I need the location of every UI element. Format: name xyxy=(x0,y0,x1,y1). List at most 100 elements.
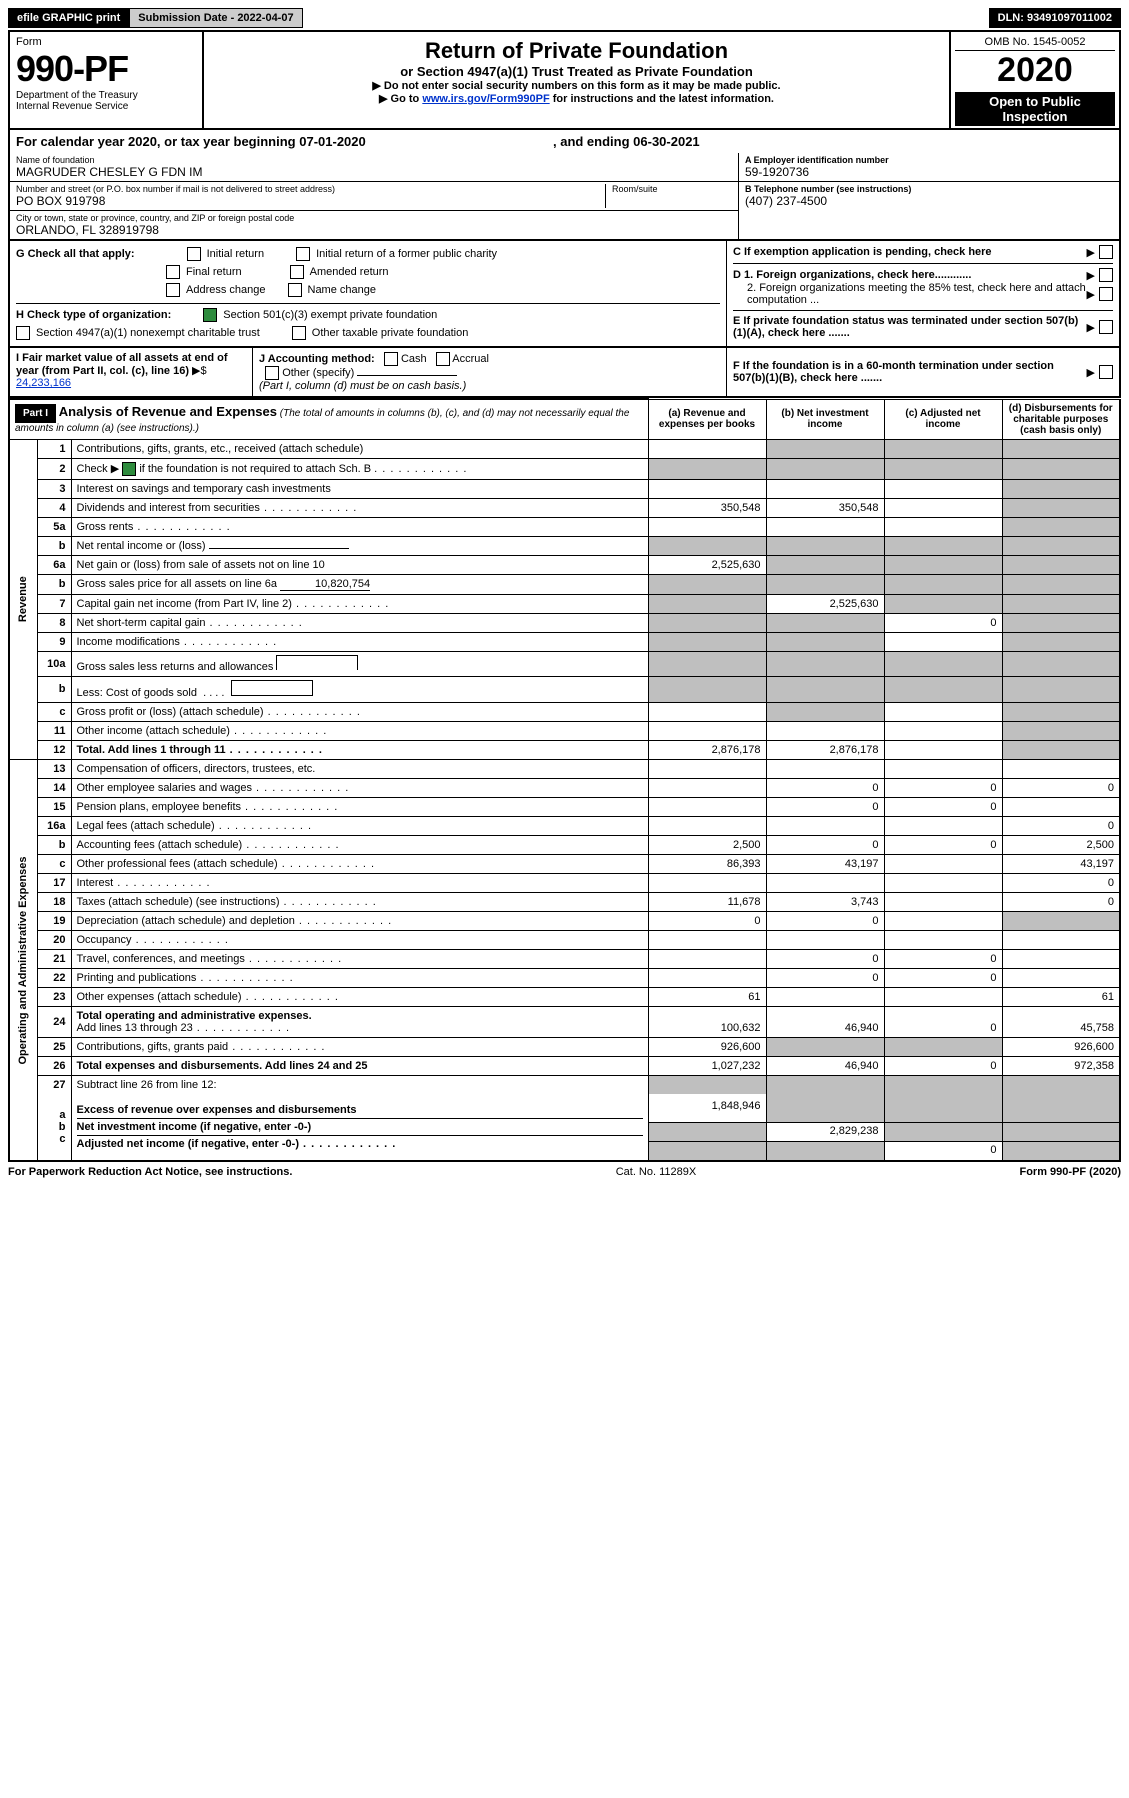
col-c-header: (c) Adjusted net income xyxy=(884,399,1002,439)
line-16a: Legal fees (attach schedule) xyxy=(71,816,648,835)
checkbox-initial-former[interactable] xyxy=(296,247,310,261)
check-section: G Check all that apply: Initial return I… xyxy=(8,241,1121,348)
checkbox-e[interactable] xyxy=(1099,320,1113,334)
l12-a: 2,876,178 xyxy=(648,740,766,759)
j-note: (Part I, column (d) must be on cash basi… xyxy=(259,380,720,392)
l27b-b: 2,829,238 xyxy=(767,1123,884,1142)
l16c-b: 43,197 xyxy=(766,854,884,873)
l21-c: 0 xyxy=(884,949,1002,968)
line-26: Total expenses and disbursements. Add li… xyxy=(71,1056,648,1075)
footer-left: For Paperwork Reduction Act Notice, see … xyxy=(8,1166,292,1178)
checkbox-f[interactable] xyxy=(1099,365,1113,379)
j-other: Other (specify) xyxy=(282,367,354,379)
irs-label: Internal Revenue Service xyxy=(16,101,196,112)
page-footer: For Paperwork Reduction Act Notice, see … xyxy=(8,1162,1121,1178)
checkbox-schb-not-required[interactable] xyxy=(122,462,136,476)
line-5a: Gross rents xyxy=(71,517,648,536)
line-7: Capital gain net income (from Part IV, l… xyxy=(71,594,648,613)
col-b-header: (b) Net investment income xyxy=(766,399,884,439)
cal-end: 06-30-2021 xyxy=(633,134,700,149)
form990pf-link[interactable]: www.irs.gov/Form990PF xyxy=(422,93,549,105)
foundation-name: MAGRUDER CHESLEY G FDN IM xyxy=(16,165,732,179)
checkbox-accrual[interactable] xyxy=(436,352,450,366)
line-8: Net short-term capital gain xyxy=(71,613,648,632)
line-24: Total operating and administrative expen… xyxy=(71,1006,648,1037)
checkbox-other-method[interactable] xyxy=(265,366,279,380)
g-initial: Initial return xyxy=(207,248,264,260)
g-address: Address change xyxy=(186,284,266,296)
i-value[interactable]: 24,233,166 xyxy=(16,377,71,389)
footer-right: Form 990-PF (2020) xyxy=(1019,1166,1121,1178)
checkbox-c[interactable] xyxy=(1099,245,1113,259)
instr-goto: ▶ Go to www.irs.gov/Form990PF for instru… xyxy=(210,92,943,105)
l8-c: 0 xyxy=(884,613,1002,632)
l14-b: 0 xyxy=(766,778,884,797)
line-27c: Adjusted net income (if negative, enter … xyxy=(77,1136,643,1152)
submission-date: Submission Date - 2022-04-07 xyxy=(129,8,302,28)
ein-label: A Employer identification number xyxy=(745,155,1113,165)
l16c-a: 86,393 xyxy=(648,854,766,873)
l6b-val: 10,820,754 xyxy=(280,578,370,591)
line-4: Dividends and interest from securities xyxy=(71,498,648,517)
checkbox-d2[interactable] xyxy=(1099,287,1113,301)
efile-label: efile GRAPHIC print xyxy=(8,8,129,28)
g-initial-former: Initial return of a former public charit… xyxy=(316,248,497,260)
checkbox-name-change[interactable] xyxy=(288,283,302,297)
line-27b: Net investment income (if negative, ente… xyxy=(77,1119,643,1136)
expenses-label: Operating and Administrative Expenses xyxy=(9,759,37,1161)
line-16b: Accounting fees (attach schedule) xyxy=(71,835,648,854)
line-13: Compensation of officers, directors, tru… xyxy=(71,759,648,778)
checkbox-amended-return[interactable] xyxy=(290,265,304,279)
l18-a: 11,678 xyxy=(648,892,766,911)
l25-a: 926,600 xyxy=(648,1037,766,1056)
line-10b: Less: Cost of goods sold . . . . xyxy=(71,676,648,702)
form-number: 990-PF xyxy=(16,48,196,90)
entity-block: Name of foundation MAGRUDER CHESLEY G FD… xyxy=(8,153,1121,241)
l12-b: 2,876,178 xyxy=(766,740,884,759)
l16a-d: 0 xyxy=(1002,816,1120,835)
top-bar: efile GRAPHIC print Submission Date - 20… xyxy=(8,8,1121,28)
l26-c: 0 xyxy=(884,1056,1002,1075)
l4-a: 350,548 xyxy=(648,498,766,517)
l6a-a: 2,525,630 xyxy=(648,555,766,574)
line-10a: Gross sales less returns and allowances xyxy=(71,651,648,676)
l22-b: 0 xyxy=(766,968,884,987)
col-d-header: (d) Disbursements for charitable purpose… xyxy=(1002,399,1120,439)
line-15: Pension plans, employee benefits xyxy=(71,797,648,816)
instr-goto-pre: ▶ Go to xyxy=(379,93,422,105)
col-a-header: (a) Revenue and expenses per books xyxy=(648,399,766,439)
line-10c: Gross profit or (loss) (attach schedule) xyxy=(71,702,648,721)
part1-title: Analysis of Revenue and Expenses xyxy=(59,404,277,419)
checkbox-address-change[interactable] xyxy=(166,283,180,297)
l24-a: 100,632 xyxy=(648,1006,766,1037)
l24-d: 45,758 xyxy=(1002,1006,1120,1037)
l21-b: 0 xyxy=(766,949,884,968)
phone-value: (407) 237-4500 xyxy=(745,194,1113,208)
checkbox-final-return[interactable] xyxy=(166,265,180,279)
checkbox-other-taxable[interactable] xyxy=(292,326,306,340)
line-14: Other employee salaries and wages xyxy=(71,778,648,797)
checkbox-4947[interactable] xyxy=(16,326,30,340)
checkbox-d1[interactable] xyxy=(1099,268,1113,282)
l22-c: 0 xyxy=(884,968,1002,987)
line-19: Depreciation (attach schedule) and deple… xyxy=(71,911,648,930)
line-6a: Net gain or (loss) from sale of assets n… xyxy=(71,555,648,574)
checkbox-501c3[interactable] xyxy=(203,308,217,322)
omb-number: OMB No. 1545-0052 xyxy=(955,34,1115,51)
line-5b: Net rental income or (loss) xyxy=(71,536,648,555)
revenue-label: Revenue xyxy=(9,439,37,759)
g-name: Name change xyxy=(308,284,377,296)
l4-b: 350,548 xyxy=(766,498,884,517)
e-label: E If private foundation status was termi… xyxy=(733,315,1087,339)
line-22: Printing and publications xyxy=(71,968,648,987)
checkbox-initial-return[interactable] xyxy=(187,247,201,261)
l26-d: 972,358 xyxy=(1002,1056,1120,1075)
line-12: Total. Add lines 1 through 11 xyxy=(71,740,648,759)
l23-a: 61 xyxy=(648,987,766,1006)
line-16c: Other professional fees (attach schedule… xyxy=(71,854,648,873)
l14-c: 0 xyxy=(884,778,1002,797)
ein-value: 59-1920736 xyxy=(745,165,1113,179)
line-20: Occupancy xyxy=(71,930,648,949)
cal-begin: 07-01-2020 xyxy=(299,134,366,149)
checkbox-cash[interactable] xyxy=(384,352,398,366)
